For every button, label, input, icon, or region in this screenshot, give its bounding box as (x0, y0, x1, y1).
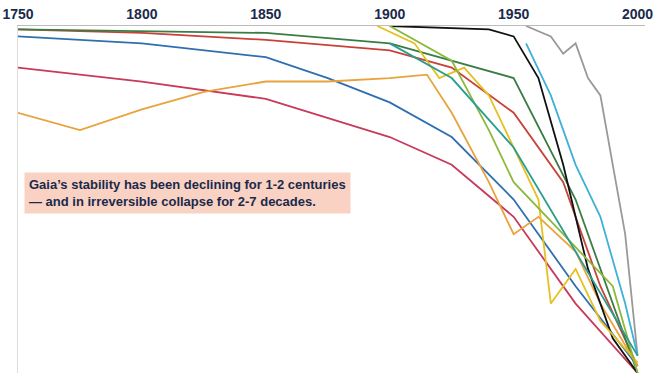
svg-text:1900: 1900 (374, 6, 405, 22)
svg-text:1750: 1750 (2, 6, 33, 22)
svg-text:Gaia’s stability has been decl: Gaia’s stability has been declining for … (29, 177, 346, 209)
svg-text:2000: 2000 (622, 6, 653, 22)
svg-text:1850: 1850 (250, 6, 281, 22)
svg-text:1950: 1950 (498, 6, 529, 22)
svg-text:1800: 1800 (126, 6, 157, 22)
